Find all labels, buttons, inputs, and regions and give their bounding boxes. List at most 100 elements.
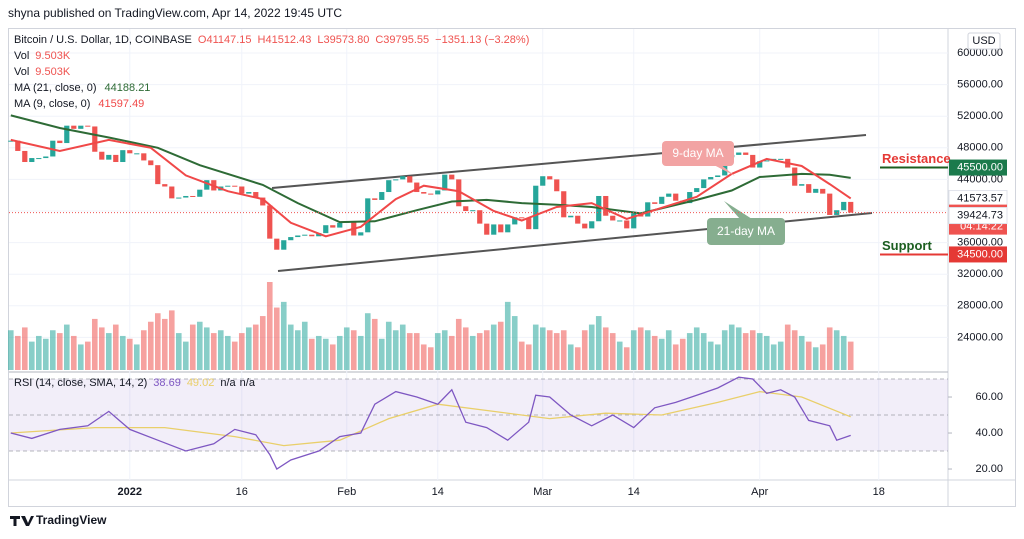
symbol-title: Bitcoin / U.S. Dollar, 1D, COINBASE [14, 34, 192, 46]
candle [834, 210, 840, 215]
candle [15, 140, 21, 151]
callout-box [662, 141, 734, 166]
candle [722, 157, 728, 176]
candle [778, 158, 784, 160]
candle [687, 192, 693, 204]
volume-bar [182, 341, 189, 370]
volume-bar [658, 338, 665, 370]
candle [141, 153, 147, 161]
levels: Resistance Support [9, 151, 951, 256]
x-tick-label: 18 [873, 486, 885, 498]
volume-bar [343, 327, 350, 370]
volume-bar [805, 341, 812, 370]
volume-legend: Vol 9.503K [14, 50, 71, 62]
candle [652, 202, 658, 204]
volume-bar [175, 333, 182, 370]
annotation-21-day: 21-day MA [707, 201, 785, 245]
candle [295, 235, 301, 238]
ma-value: 44188.21 [105, 82, 151, 94]
candle [442, 174, 448, 191]
ohlc-low: L39573.80 [317, 34, 369, 46]
candle [316, 233, 322, 237]
rsi-label: RSI (14, close, SMA, 14, 2) [14, 377, 147, 389]
candle [43, 156, 49, 159]
rsi-sma-line [10, 390, 851, 447]
volume-bar [511, 316, 518, 370]
callout-arrow [712, 164, 735, 176]
volume-bar [224, 335, 231, 370]
volume-bar [581, 330, 588, 370]
candle [365, 198, 371, 233]
candle [589, 221, 595, 229]
volume-legend: Vol 9.503K [14, 66, 71, 78]
publish-header: shyna published on TradingView.com, Apr … [8, 6, 342, 20]
volume-bar [427, 347, 434, 370]
level-label: Support [882, 238, 932, 253]
volume-bar [560, 330, 567, 370]
candle [799, 184, 805, 186]
volume-bar [28, 341, 35, 370]
candle [246, 192, 252, 194]
volume-bar [448, 335, 455, 370]
candle [708, 177, 714, 180]
candle [36, 158, 42, 160]
candle [148, 160, 154, 166]
rsi-background [9, 378, 948, 452]
candle [449, 174, 455, 180]
candle [792, 167, 798, 186]
candle [372, 198, 378, 200]
candle [309, 234, 315, 237]
volume-bar [399, 324, 406, 370]
volume-bar [308, 338, 315, 370]
moving-average [10, 114, 851, 224]
volume-bar [777, 341, 784, 370]
candle [505, 224, 511, 233]
ma-legend: MA (21, close, 0) 44188.21 [14, 82, 150, 94]
x-tick-label: Apr [751, 486, 768, 498]
volume-bar [14, 335, 21, 370]
volume-bar [539, 327, 546, 370]
candle [645, 202, 651, 217]
candle [848, 201, 854, 213]
candle [715, 175, 721, 178]
volume-bar [371, 318, 378, 370]
price-tag-label: 45500.00 [957, 161, 1003, 173]
ohlc-change: −1351.13 (−3.28%) [435, 34, 529, 46]
price-tag-label: 34500.00 [957, 248, 1003, 260]
candle [533, 185, 539, 230]
candle [428, 193, 434, 195]
candle [260, 197, 266, 206]
candle [820, 188, 826, 194]
volume-bar [525, 344, 532, 370]
volume-bar [392, 330, 399, 370]
candle [169, 186, 175, 199]
volume-bar [273, 307, 280, 370]
x-tick-label: 14 [628, 486, 640, 498]
volume-bar [700, 333, 707, 370]
candle [666, 193, 672, 197]
candle [323, 225, 329, 234]
volume-bar [504, 301, 511, 370]
volume-bar [833, 330, 840, 370]
candle [582, 223, 588, 229]
candle [99, 151, 105, 160]
volume-bar [294, 330, 301, 370]
volume-bar [231, 341, 238, 370]
candle [806, 184, 812, 193]
volume-bar [735, 327, 742, 370]
callout-box [707, 218, 785, 245]
candle [8, 140, 14, 142]
volume-bar [518, 341, 525, 370]
volume-bar [665, 330, 672, 370]
volume-bar [196, 321, 203, 370]
candle [701, 179, 707, 189]
candle [330, 225, 336, 228]
volume-bar [420, 344, 427, 370]
volume-bar [553, 333, 560, 370]
x-tick-label: 2022 [118, 486, 142, 498]
candle [414, 182, 420, 193]
candle [106, 154, 112, 160]
candle [113, 154, 119, 163]
candle [547, 176, 553, 180]
